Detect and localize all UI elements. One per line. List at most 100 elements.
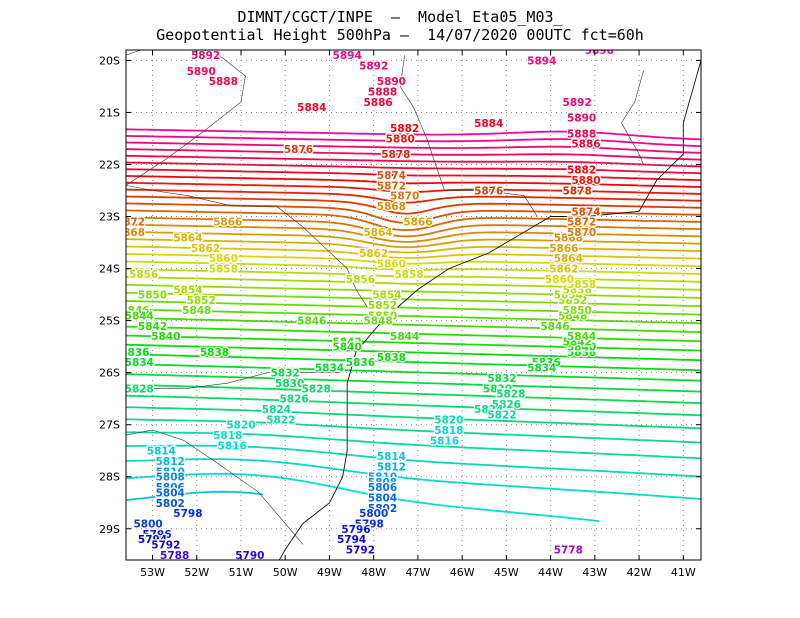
contour-label: 5896	[585, 45, 614, 57]
contour-label: 5880	[386, 133, 415, 145]
y-tick-label: 24S	[99, 263, 120, 276]
contour-label: 5884	[474, 118, 503, 130]
contour-label: 5858	[567, 279, 596, 291]
contour-5826	[126, 406, 701, 430]
contour-label: 5838	[377, 352, 406, 364]
contour-label: 5814	[147, 446, 176, 458]
contour-5830	[126, 383, 701, 404]
contour-label: 5854	[554, 290, 583, 302]
contour-5858	[126, 260, 701, 275]
contour-5868	[126, 223, 701, 243]
contour-label: 5842	[333, 336, 362, 348]
x-tick-label: 45W	[494, 566, 519, 579]
contour-label: 5892	[191, 50, 220, 62]
contour-label: 5850	[368, 310, 397, 322]
state-border	[126, 50, 246, 186]
contour-5820	[126, 444, 701, 478]
contour-5888	[126, 154, 701, 168]
contour-label: 5826	[279, 394, 308, 406]
contour-label: 5846	[297, 316, 326, 328]
contour-label: 5822	[487, 409, 516, 421]
contour-5882	[126, 175, 701, 188]
contour-5824	[126, 418, 701, 444]
contour-label: 5872	[116, 217, 145, 229]
gridlines	[126, 50, 701, 560]
contour-label: 5792	[151, 539, 180, 551]
contour-label: 5806	[368, 482, 397, 494]
contour-label: 5814	[377, 451, 406, 463]
contour-5884	[126, 168, 701, 181]
y-tick-label: 25S	[99, 315, 120, 328]
contour-5818	[126, 458, 701, 500]
x-tick-label: 53W	[140, 566, 165, 579]
contour-label: 5850	[138, 290, 167, 302]
contour-label: 5792	[346, 545, 375, 557]
contour-label: 5886	[363, 97, 392, 109]
contour-5856	[126, 268, 701, 283]
contour-label: 5800	[133, 519, 162, 531]
map-title: DIMNT/CGCT/INPE – Model Eta05_M03_ Geopo…	[0, 8, 800, 44]
contour-label: 5834	[315, 362, 344, 374]
y-tick-label: 22S	[99, 158, 120, 171]
contour-5880	[126, 181, 701, 195]
contour-label: 5812	[156, 456, 185, 468]
contour-label: 5858	[394, 269, 423, 281]
contour-label: 5830	[275, 378, 304, 390]
plot-frame	[125, 49, 702, 561]
contour-label: 5854	[173, 284, 202, 296]
contour-5894	[126, 135, 701, 147]
contour-label: 5888	[368, 87, 397, 99]
x-tick-label: 48W	[361, 566, 386, 579]
x-axis: 53W 52W 51W 50W 49W 48W 47W 46W 45W 44W 43W 42W 41W	[140, 50, 696, 579]
contour-label: 5818	[213, 430, 242, 442]
contour-label: 5820	[434, 414, 463, 426]
contour-label: 5828	[125, 383, 154, 395]
contour-label: 5852	[558, 295, 587, 307]
contour-label: 5872	[377, 180, 406, 192]
contour-label: 5810	[368, 472, 397, 484]
contour-5876	[126, 195, 701, 215]
contour-5866	[126, 230, 701, 249]
contour-5896	[126, 128, 701, 141]
contour-label: 5836	[120, 347, 149, 359]
contour-label: 5834	[527, 362, 556, 374]
state-border	[126, 429, 304, 545]
contour-5814	[126, 490, 264, 501]
contour-label: 5866	[213, 217, 242, 229]
contour-label: 5890	[377, 76, 406, 88]
x-tick-label: 42W	[627, 566, 652, 579]
contour-label: 5778	[554, 545, 583, 557]
contour-label: 5822	[266, 414, 295, 426]
contour-label: 5860	[545, 274, 574, 286]
contour-label: 5816	[218, 441, 247, 453]
contour-label: 5860	[209, 253, 238, 265]
contour-label: 5802	[156, 498, 185, 510]
contour-label: 5840	[333, 342, 362, 354]
contour-label: 5808	[156, 472, 185, 484]
contour-label: 5856	[563, 284, 592, 296]
contour-label: 5858	[209, 264, 238, 276]
contour-label: 5874	[377, 170, 406, 182]
y-tick-label: 29S	[99, 523, 120, 536]
contour-label: 5862	[359, 248, 388, 260]
coastline-and-borders	[126, 50, 701, 560]
contour-5844	[126, 316, 701, 333]
contour-label: 5824	[262, 404, 291, 416]
contour-label: 5804	[368, 493, 397, 505]
y-tick-label: 28S	[99, 471, 120, 484]
contour-label: 5796	[341, 524, 370, 536]
contour-5816	[126, 472, 600, 522]
x-tick-label: 47W	[405, 566, 430, 579]
contour-label: 5796	[142, 529, 171, 541]
contour-5828	[126, 394, 701, 417]
contour-label: 5846	[540, 321, 569, 333]
contour-label: 5816	[430, 435, 459, 447]
contour-label: 5886	[571, 139, 600, 151]
contour-5864	[126, 238, 701, 254]
contour-label: 5844	[390, 331, 419, 343]
x-tick-label: 41W	[671, 566, 696, 579]
contour-label: 5840	[567, 342, 596, 354]
contour-5850	[126, 291, 701, 308]
contour-label: 5848	[558, 310, 587, 322]
contour-label: 5826	[492, 399, 521, 411]
